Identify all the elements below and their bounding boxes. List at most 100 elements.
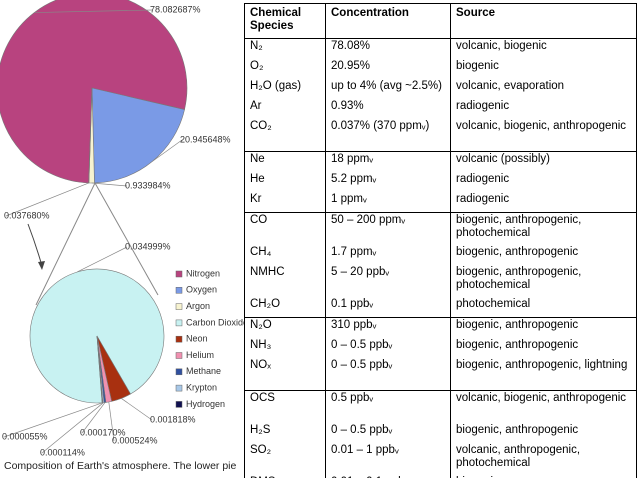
arrowhead <box>38 261 45 270</box>
caption: Composition of Earth's atmosphere. The l… <box>4 460 237 472</box>
table-cell: CH₄ <box>244 245 326 265</box>
table-row: NOₓ 0 – 0.5 ppbᵥ biogenic, anthropogenic, … <box>244 358 637 391</box>
table-cell: 18 ppmᵥ <box>325 151 451 172</box>
table-cell: 0.01 – 1 ppbᵥ <box>325 443 451 475</box>
table-cell: N₂ <box>244 38 326 59</box>
legend-swatch <box>175 287 183 294</box>
legend-label: Carbon Dioxide <box>186 317 244 327</box>
table-cell: biogenic, anthropogenic <box>450 423 637 443</box>
table-row: H₂O (gas) up to 4% (avg ~2.5%) volcanic, e… <box>244 79 637 99</box>
table-cell: radiogenic <box>450 99 637 119</box>
legend-swatch <box>175 401 183 408</box>
table-cell: 50 – 200 ppmᵥ <box>325 212 451 245</box>
table-cell: 0 – 0.5 ppbᵥ <box>325 358 451 391</box>
table-cell: volcanic, evaporation <box>450 79 637 99</box>
leader-line <box>108 401 115 442</box>
table-cell: Ar <box>244 99 326 119</box>
table-cell: biogenic, anthropogenic <box>450 245 637 265</box>
legend-swatch <box>175 352 183 359</box>
header-cell: Concentration <box>325 3 451 39</box>
slice-label: 0.037680% <box>4 210 50 220</box>
legend-swatch <box>175 368 183 376</box>
table-cell: volcanic, biogenic, anthropogenic <box>450 390 637 423</box>
slice-label: 0.000114% <box>40 447 85 457</box>
table-cell: NMHC <box>244 265 326 297</box>
leader-line <box>151 139 183 162</box>
table-cell: Kr <box>244 192 326 213</box>
table-cell: volcanic, biogenic <box>450 38 637 59</box>
table-body: N₂ 78.08% volcanic, biogenic O₂ 20.95% biogen… <box>244 38 637 478</box>
pie-figure: 78.082687% 20.945648% 0.933984% 0.037680% 0.… <box>0 0 244 472</box>
header-cell: Source <box>450 3 637 39</box>
slice-label: 0.034999% <box>125 241 171 251</box>
table-cell: OCS <box>244 390 326 423</box>
legend-label: Oxygen <box>186 285 217 295</box>
table-row: OCS 0.5 ppbᵥ volcanic, biogenic, anthropog… <box>244 390 637 423</box>
table-cell: volcanic, anthropogenic, photochemical <box>450 443 637 475</box>
legend-label: Neon <box>186 334 208 344</box>
legend-swatch <box>175 319 183 327</box>
table-cell: 78.08% <box>325 38 451 59</box>
table-cell: H₂O (gas) <box>244 79 326 99</box>
table-row: NH₃ 0 – 0.5 ppbᵥ biogenic, anthropogenic <box>244 338 637 358</box>
table-row: H₂S 0 – 0.5 ppbᵥ biogenic, anthropogenic <box>244 423 637 443</box>
table-cell: N₂O <box>244 317 326 338</box>
table-cell: photochemical <box>450 297 637 318</box>
table-cell: radiogenic <box>450 172 637 192</box>
table-cell: radiogenic <box>450 192 637 213</box>
table-cell: 0 – 0.5 ppbᵥ <box>325 338 451 358</box>
table-cell: 5.2 ppmᵥ <box>325 172 451 192</box>
leader-line <box>81 402 106 434</box>
leader-line <box>41 402 104 454</box>
table-cell: 0.93% <box>325 99 451 119</box>
table-cell: 310 ppbᵥ <box>325 317 451 338</box>
leader-line <box>121 398 153 421</box>
table-row: NMHC 5 – 20 ppbᵥ biogenic, anthropogenic, … <box>244 265 637 297</box>
table-row: Kr 1 ppmᵥ radiogenic <box>244 192 637 213</box>
table-cell: biogenic <box>450 475 637 478</box>
table-cell: biogenic, anthropogenic, photochemical <box>450 212 637 245</box>
leader-line <box>3 402 103 438</box>
table-cell: 5 – 20 ppbᵥ <box>325 265 451 297</box>
table-cell: He <box>244 172 326 192</box>
table-row: O₂ 20.95% biogenic <box>244 59 637 79</box>
table-row: CH₄ 1.7 ppmᵥ biogenic, anthropogenic <box>244 245 637 265</box>
table-row: Ne 18 ppmᵥ volcanic (possibly) <box>244 151 637 172</box>
leader-line <box>34 9 153 13</box>
table-cell: 1 ppmᵥ <box>325 192 451 213</box>
table-row: He 5.2 ppmᵥ radiogenic <box>244 172 637 192</box>
legend-swatch <box>175 384 183 392</box>
table-cell: 0 – 0.5 ppbᵥ <box>325 423 451 443</box>
table-row: SO₂ 0.01 – 1 ppbᵥ volcanic, anthropogenic,… <box>244 443 637 475</box>
table-cell: NOₓ <box>244 358 326 391</box>
table-cell: 0.1 ppbᵥ <box>325 297 451 318</box>
legend-label: Helium <box>186 350 214 360</box>
table-cell: Ne <box>244 151 326 172</box>
slice-label: 20.945648% <box>180 134 231 144</box>
legend-swatch <box>175 270 183 278</box>
leader-line <box>91 182 128 187</box>
slice-label: 78.082687% <box>150 4 201 14</box>
table-row: CO 50 – 200 ppmᵥ biogenic, anthropogenic, … <box>244 212 637 245</box>
table-cell: volcanic (possibly) <box>450 151 637 172</box>
table-cell: 0.5 ppbᵥ <box>325 390 451 423</box>
table-cell: O₂ <box>244 59 326 79</box>
table-cell: volcanic, biogenic, anthropogenic <box>450 119 637 152</box>
table-cell: CH₂O <box>244 297 326 318</box>
leader-line <box>5 182 89 217</box>
zoom-line <box>35 182 96 306</box>
header-row: Chemical Species Concentration Source <box>244 3 637 39</box>
slice-label: 0.000170% <box>80 427 126 437</box>
table-row: CH₂O 0.1 ppbᵥ photochemical <box>244 297 637 318</box>
slice-label: 0.000524% <box>112 435 158 445</box>
legend-label: Nitrogen <box>186 268 220 278</box>
slice-label: 0.001818% <box>150 414 196 424</box>
table-cell: SO₂ <box>244 443 326 475</box>
table-cell: 20.95% <box>325 59 451 79</box>
table-cell: biogenic, anthropogenic <box>450 317 637 338</box>
table-cell: biogenic, anthropogenic <box>450 338 637 358</box>
table-row: Ar 0.93% radiogenic <box>244 99 637 119</box>
zoom-line <box>94 182 159 296</box>
